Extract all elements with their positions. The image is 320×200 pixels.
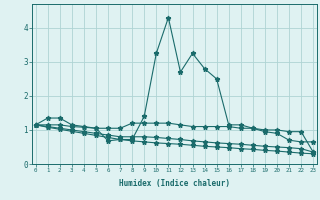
X-axis label: Humidex (Indice chaleur): Humidex (Indice chaleur) [119,179,230,188]
